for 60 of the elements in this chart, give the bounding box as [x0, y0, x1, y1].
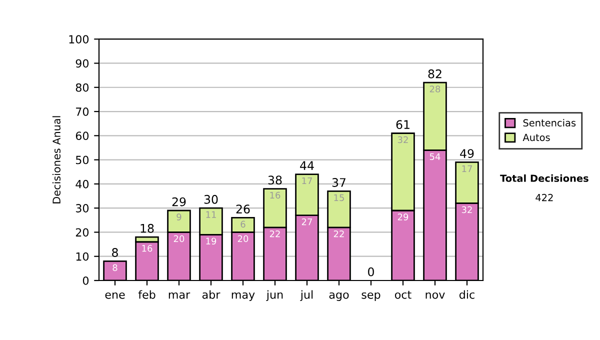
data-label: 32 [398, 136, 408, 144]
total-label: 37 [332, 178, 346, 187]
data-label: 27 [302, 218, 312, 226]
y-tick-label: 70 [76, 107, 89, 116]
data-label: 9 [176, 214, 182, 220]
total-label: 26 [236, 204, 250, 214]
y-tick-label: 60 [76, 132, 89, 140]
text: 422 [536, 194, 553, 202]
data-label: 29 [398, 214, 408, 220]
text: Total Decisiones [500, 174, 588, 182]
data-label: 19 [206, 238, 216, 245]
y-axis-title: Decisiones Anual [52, 116, 60, 204]
legend-label: Sentencias [523, 118, 576, 127]
data-label: 28 [430, 86, 440, 92]
y-tick-label: 50 [76, 156, 89, 164]
total-label: 61 [396, 120, 410, 130]
data-label: 16 [142, 244, 152, 252]
data-label: 22 [270, 230, 280, 238]
y-tick-label: 10 [76, 252, 89, 261]
y-tick-label: 80 [76, 83, 89, 92]
data-label: 15 [334, 194, 344, 202]
x-tick-label: sep [362, 292, 380, 301]
total-label: 38 [268, 176, 282, 185]
data-label: 17 [302, 177, 312, 184]
x-tick-label: mar [168, 292, 190, 299]
x-tick-label: ene [105, 292, 125, 299]
total-label: 0 [368, 267, 374, 276]
x-tick-label: ago [329, 292, 349, 301]
y-tick-label: 0 [82, 276, 89, 285]
data-label: 16 [270, 192, 280, 199]
x-tick-label: jul [300, 290, 313, 301]
x-tick-label: feb [138, 290, 156, 299]
y-tick-label: 40 [76, 180, 89, 188]
data-label: 32 [462, 206, 472, 214]
data-label: 54 [430, 153, 440, 160]
total-label: 30 [204, 194, 218, 204]
y-tick-label: 100 [69, 35, 89, 44]
total-label: 18 [140, 224, 154, 233]
y-tick-label: 30 [76, 204, 89, 212]
data-label: 20 [174, 235, 184, 242]
data-label: 11 [206, 211, 216, 218]
legend-label: Autos [522, 134, 550, 142]
x-tick-label: abr [202, 290, 220, 299]
total-label: 8 [112, 248, 118, 257]
y-tick-label: 20 [76, 228, 89, 237]
data-label: 8 [112, 264, 118, 272]
total-label: 44 [300, 161, 314, 170]
data-label: 6 [240, 220, 246, 228]
y-tick-label: 90 [76, 59, 89, 68]
data-label: 17 [462, 165, 472, 172]
total-label: 82 [428, 69, 442, 78]
data-label: 22 [334, 230, 344, 238]
x-tick-label: may [232, 292, 255, 301]
x-tick-label: oct [394, 290, 412, 299]
x-tick-label: nov [426, 292, 445, 299]
x-tick-label: jun [266, 290, 283, 301]
total-label: 29 [172, 197, 186, 206]
data-label: 20 [238, 235, 248, 242]
total-label: 49 [460, 149, 474, 158]
x-tick-label: dic [459, 290, 474, 299]
